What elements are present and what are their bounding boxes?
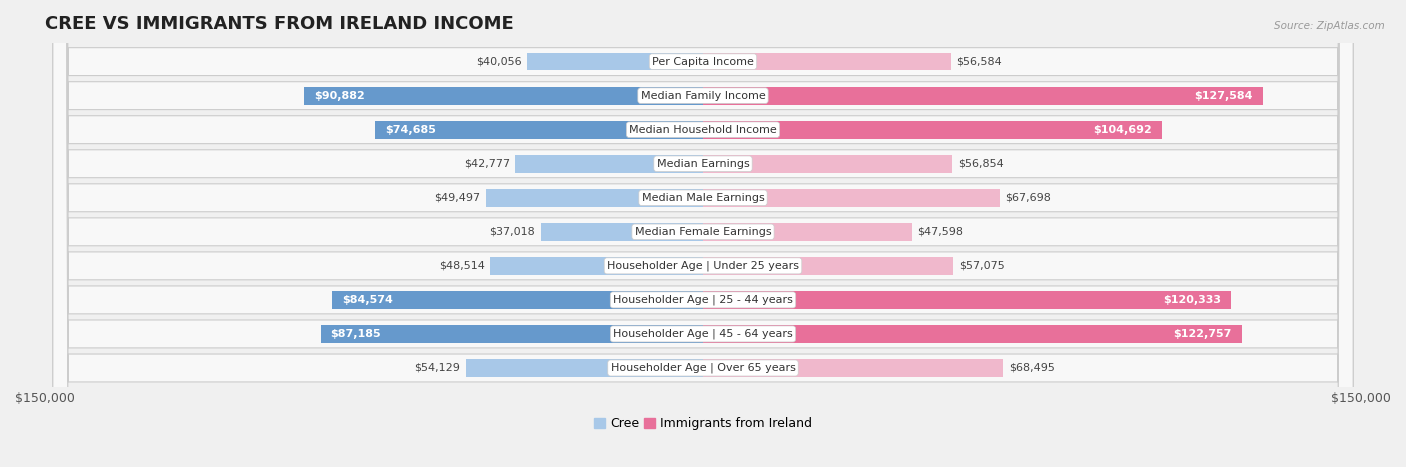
Bar — [540, 223, 703, 241]
FancyBboxPatch shape — [53, 0, 1353, 467]
Text: $40,056: $40,056 — [477, 57, 522, 67]
Text: Median Female Earnings: Median Female Earnings — [634, 227, 772, 237]
FancyBboxPatch shape — [53, 0, 1353, 467]
FancyBboxPatch shape — [53, 0, 1353, 467]
Text: $68,495: $68,495 — [1008, 363, 1054, 373]
Bar — [465, 359, 703, 377]
Bar — [486, 189, 703, 206]
FancyBboxPatch shape — [53, 0, 1353, 467]
Bar — [703, 87, 1263, 105]
Bar — [304, 87, 703, 105]
Bar — [491, 257, 703, 275]
Text: $57,075: $57,075 — [959, 261, 1004, 271]
Bar — [321, 325, 703, 343]
Text: Per Capita Income: Per Capita Income — [652, 57, 754, 67]
Bar — [332, 291, 703, 309]
Legend: Cree, Immigrants from Ireland: Cree, Immigrants from Ireland — [589, 412, 817, 435]
Text: $87,185: $87,185 — [330, 329, 381, 339]
FancyBboxPatch shape — [53, 0, 1353, 467]
Text: Householder Age | Over 65 years: Householder Age | Over 65 years — [610, 363, 796, 373]
FancyBboxPatch shape — [53, 0, 1353, 467]
Text: $54,129: $54,129 — [415, 363, 460, 373]
Text: Householder Age | 45 - 64 years: Householder Age | 45 - 64 years — [613, 329, 793, 339]
FancyBboxPatch shape — [53, 0, 1353, 467]
Text: $49,497: $49,497 — [434, 193, 481, 203]
FancyBboxPatch shape — [53, 0, 1353, 467]
Text: $37,018: $37,018 — [489, 227, 536, 237]
Text: Source: ZipAtlas.com: Source: ZipAtlas.com — [1274, 21, 1385, 31]
Text: $48,514: $48,514 — [439, 261, 485, 271]
Text: $127,584: $127,584 — [1194, 91, 1253, 101]
FancyBboxPatch shape — [53, 0, 1353, 467]
Bar — [703, 325, 1241, 343]
Bar — [703, 121, 1163, 139]
Bar — [527, 53, 703, 71]
Bar — [703, 257, 953, 275]
Bar — [516, 155, 703, 173]
Text: Householder Age | Under 25 years: Householder Age | Under 25 years — [607, 261, 799, 271]
Bar — [703, 155, 952, 173]
Text: $67,698: $67,698 — [1005, 193, 1052, 203]
Bar — [703, 53, 952, 71]
Text: $120,333: $120,333 — [1163, 295, 1220, 305]
Text: $56,584: $56,584 — [956, 57, 1002, 67]
Text: Median Family Income: Median Family Income — [641, 91, 765, 101]
Bar — [703, 223, 912, 241]
Text: $56,854: $56,854 — [957, 159, 1004, 169]
Text: Median Earnings: Median Earnings — [657, 159, 749, 169]
Text: Householder Age | 25 - 44 years: Householder Age | 25 - 44 years — [613, 295, 793, 305]
FancyBboxPatch shape — [53, 0, 1353, 467]
Text: $74,685: $74,685 — [385, 125, 436, 134]
Text: $104,692: $104,692 — [1094, 125, 1153, 134]
Text: Median Household Income: Median Household Income — [628, 125, 778, 134]
Bar — [703, 359, 1004, 377]
Bar — [703, 189, 1000, 206]
Bar — [703, 291, 1230, 309]
Text: $122,757: $122,757 — [1173, 329, 1232, 339]
Text: $42,777: $42,777 — [464, 159, 510, 169]
Text: $84,574: $84,574 — [342, 295, 392, 305]
Text: $47,598: $47,598 — [917, 227, 963, 237]
Text: $90,882: $90,882 — [314, 91, 366, 101]
Bar — [375, 121, 703, 139]
Text: CREE VS IMMIGRANTS FROM IRELAND INCOME: CREE VS IMMIGRANTS FROM IRELAND INCOME — [45, 15, 513, 33]
Text: Median Male Earnings: Median Male Earnings — [641, 193, 765, 203]
